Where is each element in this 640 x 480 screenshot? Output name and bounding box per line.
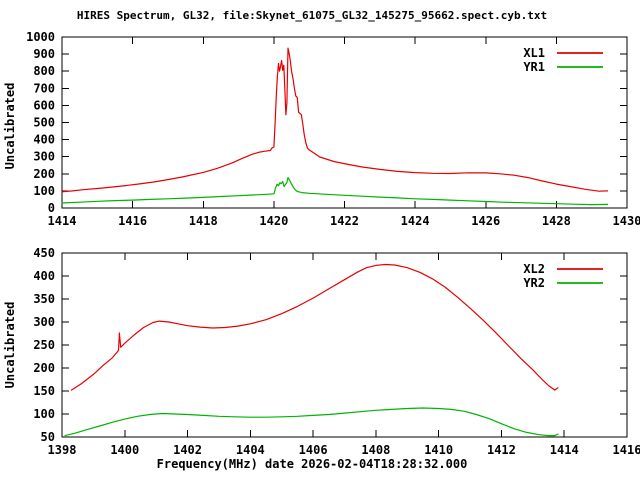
x-tick-label: 1400 [110,443,139,457]
x-tick-label: 1408 [361,443,390,457]
series-YR1-curve [61,177,609,206]
legend-entry-XL2: XL2 [523,262,603,276]
x-tick-label: 1430 [613,214,640,228]
plot-panels: 1414 1416 1418 1420 1422 1424 1426 1428 1430 0 100… [26,30,640,457]
legend-label-XL1: XL1 [523,46,545,60]
y-tick-label: 600 [33,98,55,112]
y-tick-label: 400 [33,269,55,283]
x-tick-label: 1426 [471,214,500,228]
tick-labels: 1398 1400 1402 1404 1406 1408 1410 1412 1414 1416… [33,246,640,457]
y-axis-label-top: Uncalibrated [3,83,17,170]
plot-panel-top: 1414 1416 1418 1420 1422 1424 1426 1428 1430 0 100… [26,30,640,228]
x-tick-label: 1424 [401,214,430,228]
y-tick-label: 500 [33,116,55,130]
tick-marks [61,36,628,209]
y-tick-label: 200 [33,361,55,375]
x-axis-label: Frequency(MHz) date 2026-02-04T18:28:32.… [157,457,468,471]
legend-label-YR1: YR1 [523,60,545,74]
y-tick-label: 300 [33,315,55,329]
y-tick-label: 200 [33,167,55,181]
y-tick-label: 450 [33,246,55,260]
x-tick-label: 1402 [173,443,202,457]
y-tick-label: 100 [33,184,55,198]
y-tick-label: 400 [33,133,55,147]
chart-title: HIRES Spectrum, GL32, file:Skynet_61075_… [77,9,547,22]
x-tick-label: 1410 [424,443,453,457]
legend-entry-YR2: YR2 [523,276,603,290]
legend-entry-YR1: YR1 [523,60,603,74]
y-tick-label: 800 [33,64,55,78]
y-axis-label-bottom: Uncalibrated [3,302,17,389]
x-tick-label: 1422 [330,214,359,228]
y-tick-label: 0 [48,201,55,215]
y-tick-label: 50 [41,430,55,444]
x-tick-label: 1412 [487,443,516,457]
y-tick-label: 700 [33,81,55,95]
x-tick-label: 1420 [259,214,288,228]
x-tick-label: 1418 [189,214,218,228]
x-tick-label: 1416 [118,214,147,228]
series-XL1-curve [61,47,609,193]
y-tick-label: 300 [33,150,55,164]
x-tick-label: 1398 [48,443,77,457]
legend-entry-XL1: XL1 [523,46,603,60]
x-tick-label: 1416 [613,443,640,457]
y-tick-label: 150 [33,384,55,398]
x-tick-label: 1428 [542,214,571,228]
y-tick-label: 350 [33,292,55,306]
series-XL2-curve [70,263,559,391]
tick-marks [61,252,628,438]
y-tick-label: 250 [33,338,55,352]
x-tick-label: 1404 [236,443,265,457]
x-tick-label: 1414 [48,214,77,228]
legend-label-XL2: XL2 [523,262,545,276]
tick-labels: 1414 1416 1418 1420 1422 1424 1426 1428 1430 0 100… [26,30,640,228]
plot-panel-bottom: 1398 1400 1402 1404 1406 1408 1410 1412 1414 1416… [33,246,640,457]
legend-label-YR2: YR2 [523,276,545,290]
y-tick-label: 900 [33,47,55,61]
series-YR2-curve [64,407,559,437]
x-tick-label: 1406 [299,443,328,457]
y-tick-label: 1000 [26,30,55,44]
y-tick-label: 100 [33,407,55,421]
x-tick-label: 1414 [550,443,579,457]
